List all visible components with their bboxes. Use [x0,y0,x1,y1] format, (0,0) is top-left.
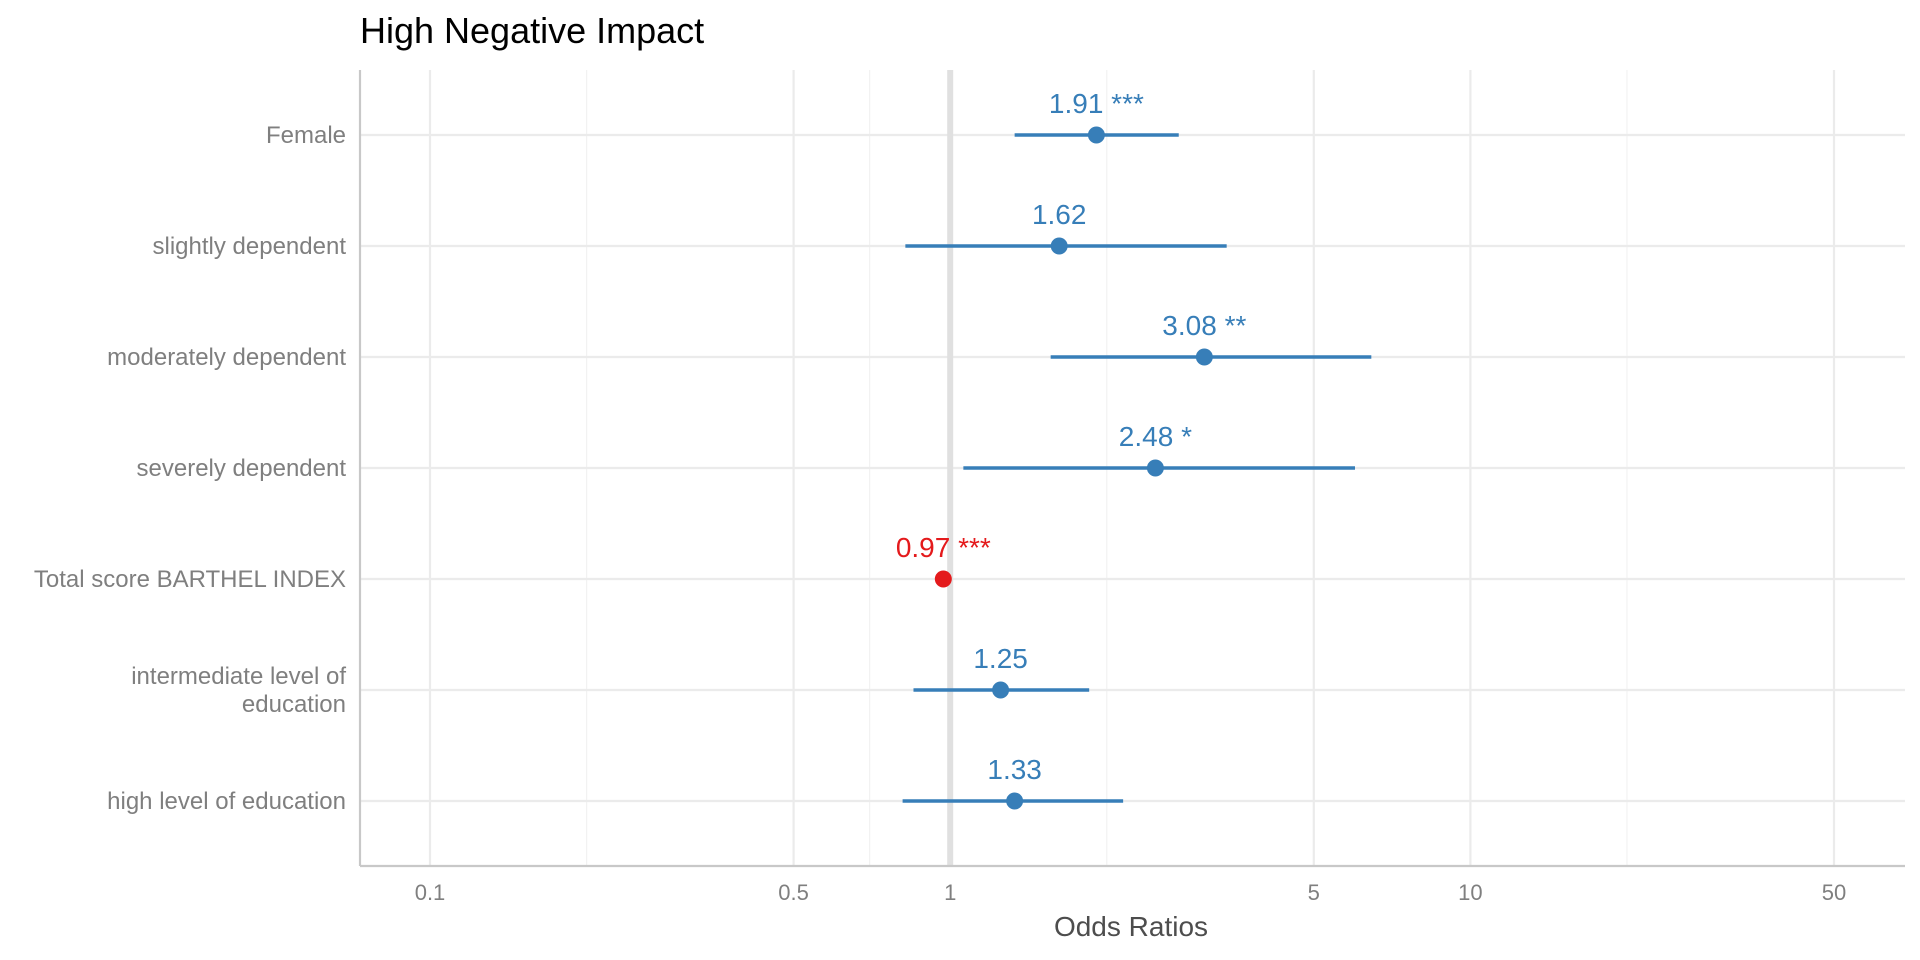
estimate-label: 2.48 * [1119,421,1192,452]
estimate-label: 1.62 [1032,199,1087,230]
row-label: slightly dependent [153,233,347,260]
row-label: intermediate level of [131,663,346,690]
estimate-label: 3.08 ** [1162,310,1246,341]
x-tick-label: 0.5 [778,880,809,905]
estimate-point [1146,459,1164,477]
x-tick-label: 0.1 [415,880,446,905]
x-tick-label: 5 [1308,880,1320,905]
estimate-point [992,681,1010,699]
estimate-label: 1.25 [973,643,1028,674]
x-tick-label: 1 [944,880,956,905]
marks-layer: 1.91 *** 1.62 3.08 ** 2.48 * 0.97 *** 1.25 1.3… [896,88,1372,810]
row-label: moderately dependent [107,344,346,371]
estimate-point [934,570,952,588]
estimate-label: 1.91 *** [1049,88,1144,119]
row-label: high level of education [107,788,346,815]
estimate-label: 0.97 *** [896,532,991,563]
row-label: education [242,691,346,718]
estimate-point [1006,792,1024,810]
x-axis-title: Odds Ratios [1054,911,1208,942]
row-label: Total score BARTHEL INDEX [34,566,346,593]
row-label: severely dependent [137,455,347,482]
estimate-label: 1.33 [987,754,1042,785]
x-tick-label: 10 [1458,880,1482,905]
estimate-point [1195,348,1213,366]
estimate-point [1050,237,1068,255]
estimate-point [1087,126,1105,144]
row-label: Female [266,122,346,149]
axis-layer: 0.1 0.5 1 5 10 50 Female slightly dependent mode… [34,70,1905,905]
x-tick-label: 50 [1822,880,1846,905]
chart-title: High Negative Impact [360,10,704,51]
